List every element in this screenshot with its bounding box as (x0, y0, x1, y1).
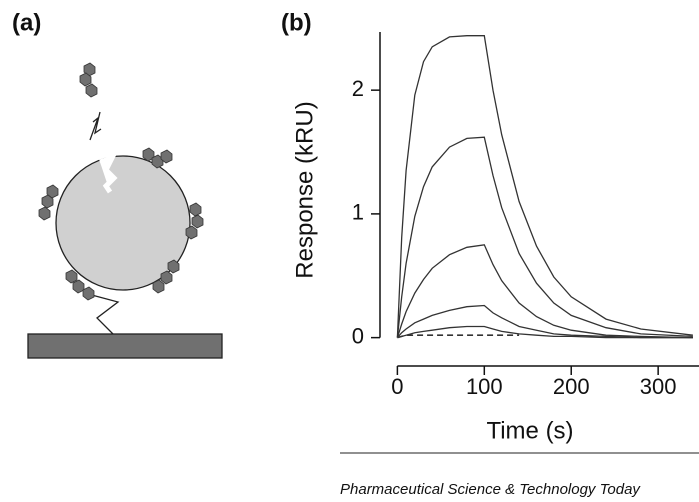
response-curve (396, 35, 693, 338)
equilibrium-arrows (89, 111, 102, 141)
x-tick-label: 200 (553, 374, 590, 399)
diagram (27, 62, 223, 359)
liposome (55, 155, 191, 291)
linker (87, 293, 120, 335)
y-tick-label: 1 (352, 200, 364, 225)
x-tick-label: 0 (391, 374, 403, 399)
response-curve (396, 244, 693, 339)
x-axis-label: Time (s) (486, 417, 573, 444)
panel-label: (a) (12, 9, 41, 36)
ligands (38, 62, 204, 301)
response-curve (397, 325, 693, 339)
y-axis-label: Response (kRU) (291, 101, 318, 278)
response-curve (396, 136, 693, 338)
surface (27, 333, 223, 359)
binding-pocket (99, 153, 118, 194)
footer: Pharmaceutical Science & Technology Toda… (340, 481, 641, 498)
response-curve (397, 334, 520, 339)
panel-label: (b) (281, 9, 312, 36)
response-curve (396, 304, 693, 339)
x-tick-label: 300 (640, 374, 677, 399)
y-tick-label: 0 (352, 323, 364, 348)
y-tick-label: 2 (352, 76, 364, 101)
x-tick-label: 100 (466, 374, 503, 399)
